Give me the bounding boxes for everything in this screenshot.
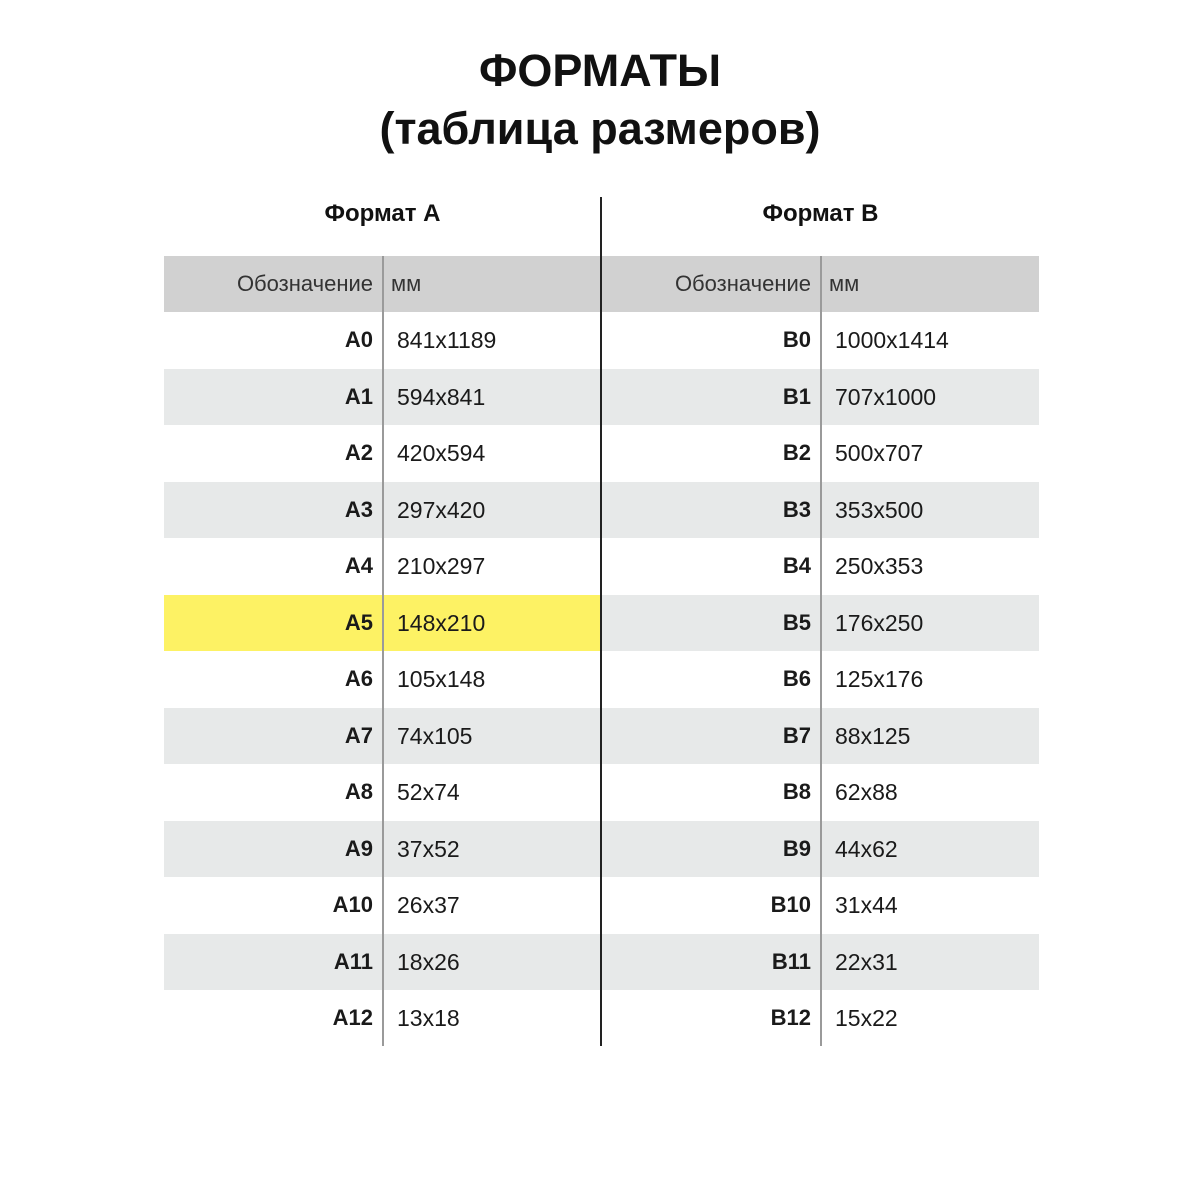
table-row: A12 13x18 <box>164 990 601 1047</box>
format-b-table: Обозначение мм B0 1000x1414 B1 707x1000 B2 500x… <box>602 256 1039 1047</box>
format-size-mm: мм <box>391 271 422 296</box>
format-code: B6 <box>782 666 811 691</box>
table-row: B12 15x22 <box>602 990 1039 1047</box>
format-size-mm: 594x841 <box>397 383 486 410</box>
table-row: A2 420x594 <box>164 425 601 482</box>
format-size-mm: 37x52 <box>397 835 460 862</box>
format-size-mm: 707x1000 <box>835 383 937 410</box>
format-code: B4 <box>782 553 811 578</box>
center-divider <box>600 197 602 1046</box>
page-title: ФОРМАТЫ <box>478 45 722 96</box>
format-code: B1 <box>782 383 811 409</box>
format-code: A12 <box>332 1005 373 1030</box>
format-size-mm: 44x62 <box>835 835 898 862</box>
format-size-mm: 250x353 <box>835 553 924 579</box>
format-code: B10 <box>770 892 811 917</box>
format-code: A4 <box>344 553 373 578</box>
format-size-mm: 62x88 <box>835 779 898 805</box>
table-row: B4 250x353 <box>602 538 1039 595</box>
format-code: A11 <box>333 948 373 974</box>
format-code: Обозначение <box>674 271 811 296</box>
format-code: A5 <box>344 609 373 635</box>
table-row: A0 841x1189 <box>164 312 601 369</box>
format-code: B5 <box>782 609 811 635</box>
table-row: A6 105x148 <box>164 651 601 708</box>
format-size-mm: 210x297 <box>397 553 486 579</box>
format-b-column-divider <box>820 256 822 1046</box>
format-b-title: Формат B <box>762 200 879 227</box>
format-code: A7 <box>344 722 373 748</box>
page-subtitle: (таблица размеров) <box>379 103 821 154</box>
format-size-mm: 74x105 <box>397 722 473 749</box>
format-code: A1 <box>344 383 373 409</box>
format-code: A0 <box>344 327 373 352</box>
format-size-mm: 500x707 <box>835 440 924 466</box>
format-code: B12 <box>770 1005 811 1030</box>
format-code: A10 <box>332 892 373 917</box>
format-code: B3 <box>782 496 811 522</box>
table-row: A10 26x37 <box>164 877 601 934</box>
format-size-mm: 13x18 <box>397 1005 460 1031</box>
format-code: B7 <box>782 722 811 748</box>
format-size-mm: 18x26 <box>397 948 460 975</box>
format-a-title: Формат А <box>324 200 441 227</box>
format-code: B0 <box>782 327 811 352</box>
table-row: B2 500x707 <box>602 425 1039 482</box>
format-code: A3 <box>344 496 373 522</box>
table-row: B0 1000x1414 <box>602 312 1039 369</box>
format-size-mm: 420x594 <box>397 440 486 466</box>
format-code: B11 <box>771 948 811 974</box>
table-row: A4 210x297 <box>164 538 601 595</box>
table-row: B8 62x88 <box>602 764 1039 821</box>
table-row: B10 31x44 <box>602 877 1039 934</box>
table-row: A8 52x74 <box>164 764 601 821</box>
format-size-mm: 88x125 <box>835 722 911 749</box>
format-size-mm: 297x420 <box>397 496 486 523</box>
format-size-mm: 1000x1414 <box>835 327 949 353</box>
format-size-mm: 15x22 <box>835 1005 898 1031</box>
format-size-mm: 125x176 <box>835 666 924 692</box>
format-code: A8 <box>344 779 373 804</box>
format-size-mm: 841x1189 <box>397 327 497 353</box>
format-code: A2 <box>344 440 373 465</box>
format-size-mm: 353x500 <box>835 496 924 523</box>
format-code: B9 <box>782 835 811 861</box>
table-row: B6 125x176 <box>602 651 1039 708</box>
format-size-mm: 148x210 <box>397 609 486 636</box>
format-code: A9 <box>344 835 373 861</box>
format-code: Обозначение <box>236 271 373 296</box>
format-size-mm: 105x148 <box>397 666 486 692</box>
format-size-mm: 176x250 <box>835 609 924 636</box>
format-code: A6 <box>344 666 373 691</box>
format-a-column-divider <box>382 256 384 1046</box>
format-size-mm: 52x74 <box>397 779 460 805</box>
format-code: B8 <box>782 779 811 804</box>
format-code: B2 <box>782 440 811 465</box>
format-size-mm: 31x44 <box>835 892 898 918</box>
format-size-mm: мм <box>829 271 860 296</box>
format-size-mm: 26x37 <box>397 892 460 918</box>
format-size-mm: 22x31 <box>835 948 898 975</box>
